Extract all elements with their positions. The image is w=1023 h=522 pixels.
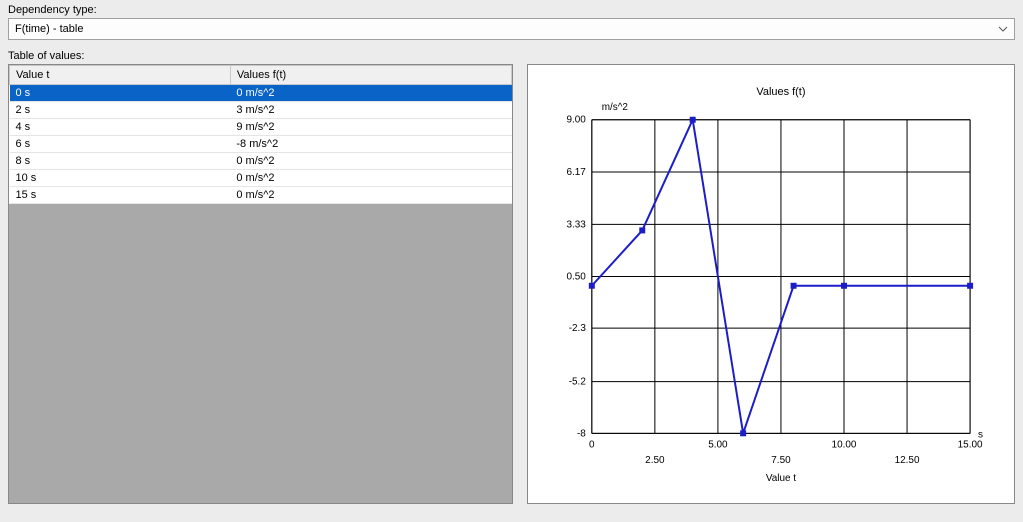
table-cell: 2 s [10, 102, 231, 119]
svg-text:Value t: Value t [766, 473, 796, 484]
chevron-down-icon [996, 22, 1010, 36]
table-cell: 10 s [10, 170, 231, 187]
svg-text:5.00: 5.00 [708, 439, 728, 450]
values-table-container: Value tValues f(t) 0 s0 m/s^22 s3 m/s^24… [8, 64, 513, 504]
svg-text:m/s^2: m/s^2 [602, 102, 629, 113]
table-cell: 0 m/s^2 [230, 187, 511, 204]
table-row[interactable]: 2 s3 m/s^2 [10, 102, 512, 119]
chart-panel: Values f(t)m/s^2s-8-5.2-2.30.503.336.179… [527, 64, 1015, 504]
svg-text:10.00: 10.00 [832, 439, 857, 450]
table-cell: 0 m/s^2 [230, 153, 511, 170]
column-header[interactable]: Value t [10, 66, 231, 85]
table-row[interactable]: 8 s0 m/s^2 [10, 153, 512, 170]
svg-text:7.50: 7.50 [771, 455, 791, 466]
table-cell: 3 m/s^2 [230, 102, 511, 119]
svg-text:2.50: 2.50 [645, 455, 665, 466]
table-cell: 8 s [10, 153, 231, 170]
svg-text:0: 0 [589, 439, 595, 450]
svg-text:9.00: 9.00 [567, 115, 587, 126]
column-header[interactable]: Values f(t) [230, 66, 511, 85]
svg-text:12.50: 12.50 [895, 455, 920, 466]
values-chart: Values f(t)m/s^2s-8-5.2-2.30.503.336.179… [528, 65, 1014, 503]
table-cell: 0 s [10, 85, 231, 102]
svg-text:-8: -8 [577, 428, 586, 439]
svg-text:3.33: 3.33 [567, 219, 587, 230]
dependency-type-dropdown[interactable]: F(time) - table [8, 18, 1015, 40]
table-row[interactable]: 6 s-8 m/s^2 [10, 136, 512, 153]
values-table[interactable]: Value tValues f(t) 0 s0 m/s^22 s3 m/s^24… [9, 65, 512, 204]
dependency-type-label: Dependency type: [0, 0, 1023, 18]
table-cell: 4 s [10, 119, 231, 136]
table-row[interactable]: 4 s9 m/s^2 [10, 119, 512, 136]
svg-text:-5.2: -5.2 [569, 377, 587, 388]
table-row[interactable]: 0 s0 m/s^2 [10, 85, 512, 102]
svg-text:-2.3: -2.3 [569, 323, 587, 334]
svg-text:Values f(t): Values f(t) [756, 86, 805, 98]
table-cell: 0 m/s^2 [230, 85, 511, 102]
table-cell: -8 m/s^2 [230, 136, 511, 153]
svg-text:0.50: 0.50 [567, 272, 587, 283]
table-row[interactable]: 10 s0 m/s^2 [10, 170, 512, 187]
svg-text:15.00: 15.00 [958, 439, 983, 450]
table-cell: 0 m/s^2 [230, 170, 511, 187]
table-cell: 15 s [10, 187, 231, 204]
table-cell: 9 m/s^2 [230, 119, 511, 136]
table-row[interactable]: 15 s0 m/s^2 [10, 187, 512, 204]
dependency-type-value: F(time) - table [15, 23, 83, 35]
table-of-values-label: Table of values: [0, 46, 1023, 64]
table-cell: 6 s [10, 136, 231, 153]
svg-text:6.17: 6.17 [567, 167, 587, 178]
